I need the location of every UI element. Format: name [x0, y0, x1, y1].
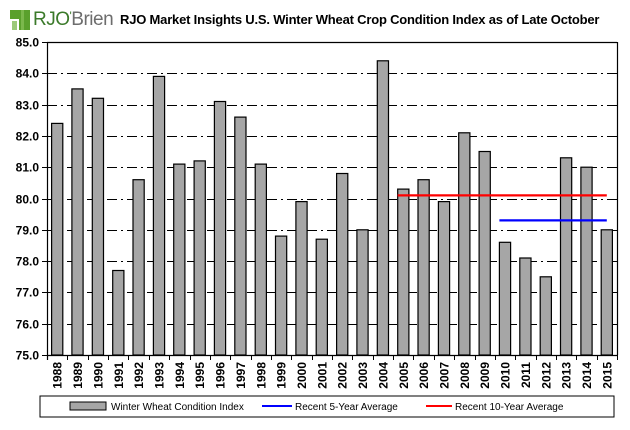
- bar-2005: [397, 188, 410, 356]
- y-tick-label: 79.0: [16, 224, 40, 238]
- legend: Winter Wheat Condition Index Recent 5-Ye…: [39, 395, 615, 418]
- legend-label-5yr: Recent 5-Year Average: [295, 402, 398, 413]
- bar-2006: [417, 179, 430, 356]
- x-tick-label: 2005: [397, 362, 411, 389]
- bar-2001: [315, 238, 329, 356]
- legend-label-10yr: Recent 10-Year Average: [455, 402, 564, 413]
- y-tick-labels: 75.0 76.0 77.0 78.0 79.0 80.0 81.0 82.0 83.0 84.0…: [16, 36, 40, 363]
- bar-1993: [152, 75, 166, 356]
- bar-1999: [274, 235, 288, 356]
- bar-2002: [336, 172, 349, 356]
- legend-entry-10yr: Recent 10-Year Average: [426, 402, 564, 413]
- bar-2003: [356, 229, 369, 356]
- x-tick-label: 2002: [336, 362, 350, 389]
- bar-2011: [519, 257, 532, 356]
- logo-mark-icon: [10, 10, 30, 30]
- bar-1992: [132, 179, 145, 356]
- y-tick-label: 76.0: [16, 318, 40, 332]
- x-tick-label: 2004: [376, 362, 390, 389]
- y-tick-label: 78.0: [16, 255, 40, 269]
- x-tick-label: 2008: [458, 362, 472, 389]
- legend-entry-5yr: Recent 5-Year Average: [262, 402, 398, 413]
- x-tick-label: 2009: [478, 362, 492, 389]
- bar-2010: [498, 241, 512, 356]
- x-tick-labels: 1988 1989 1990 1991 1992 1993 1994 1995 1996 1997…: [51, 362, 615, 389]
- y-tick-label: 83.0: [16, 99, 40, 113]
- x-tick-label: 2013: [560, 362, 574, 389]
- x-tick-label: 1996: [214, 362, 228, 389]
- bar-1995: [193, 160, 206, 356]
- y-tick-label: 82.0: [16, 130, 40, 144]
- rjo-brien-logo: RJO'Brien: [10, 9, 114, 31]
- x-tick-label: 2006: [417, 362, 431, 389]
- bar-2007: [437, 201, 451, 356]
- x-tick-label: 2011: [519, 362, 533, 388]
- bar-1994: [173, 163, 186, 356]
- x-tick-label: 1998: [254, 362, 268, 389]
- y-tick-label: 84.0: [16, 67, 40, 81]
- x-tick-label: 1997: [234, 362, 248, 389]
- bar-2000: [295, 201, 308, 356]
- x-tick-label: 2010: [499, 362, 513, 389]
- legend-swatch-bars: [69, 401, 107, 411]
- x-tick-label: 1988: [51, 362, 65, 389]
- bar-2008: [458, 132, 471, 356]
- y-tick-label: 81.0: [16, 161, 40, 175]
- y-tick-label: 75.0: [16, 349, 40, 363]
- x-tick-label: 1990: [91, 362, 105, 389]
- x-tick-label: 2000: [295, 362, 309, 389]
- legend-box: [39, 395, 615, 418]
- bar-2013: [559, 157, 573, 356]
- x-tick-label: 2003: [356, 362, 370, 389]
- x-tick-label: 1993: [153, 362, 167, 389]
- x-tick-label: 1994: [173, 362, 187, 389]
- bars: [50, 60, 614, 356]
- y-tick-label: 80.0: [16, 193, 40, 207]
- bar-2009: [478, 150, 491, 356]
- bar-1990: [91, 97, 105, 356]
- bar-1997: [234, 116, 247, 356]
- x-tick-label: 1992: [132, 362, 146, 389]
- bar-2004: [376, 60, 390, 356]
- chart-header: RJO'Brien RJO Market Insights U.S. Winte…: [0, 0, 630, 36]
- bar-1988: [50, 122, 64, 356]
- bar-1998: [254, 163, 267, 356]
- bar-1991: [112, 269, 125, 356]
- x-tick-label: 2012: [539, 362, 553, 389]
- x-tick-label: 2001: [315, 362, 329, 389]
- y-tick-label: 85.0: [16, 36, 40, 50]
- x-tick-label: 2007: [438, 362, 452, 389]
- chart-title: RJO Market Insights U.S. Winter Wheat Cr…: [120, 12, 600, 27]
- bar-2012: [539, 276, 553, 356]
- x-tick-label: 1995: [193, 362, 207, 389]
- x-tick-label: 1991: [112, 362, 126, 389]
- bar-2015: [600, 229, 614, 356]
- bar-1989: [71, 88, 84, 356]
- logo-text: RJO'Brien: [33, 9, 114, 30]
- average-lines: [397, 194, 607, 222]
- y-tick-label: 77.0: [16, 286, 40, 300]
- x-tick-label: 2014: [580, 362, 594, 389]
- axes: [42, 41, 619, 360]
- bar-1996: [213, 100, 227, 356]
- legend-label-bars: Winter Wheat Condition Index: [111, 402, 244, 413]
- x-tick-label: 1989: [71, 362, 85, 389]
- legend-entry-bars: Winter Wheat Condition Index: [69, 401, 244, 413]
- x-tick-label: 2015: [600, 362, 614, 389]
- x-tick-label: 1999: [275, 362, 289, 389]
